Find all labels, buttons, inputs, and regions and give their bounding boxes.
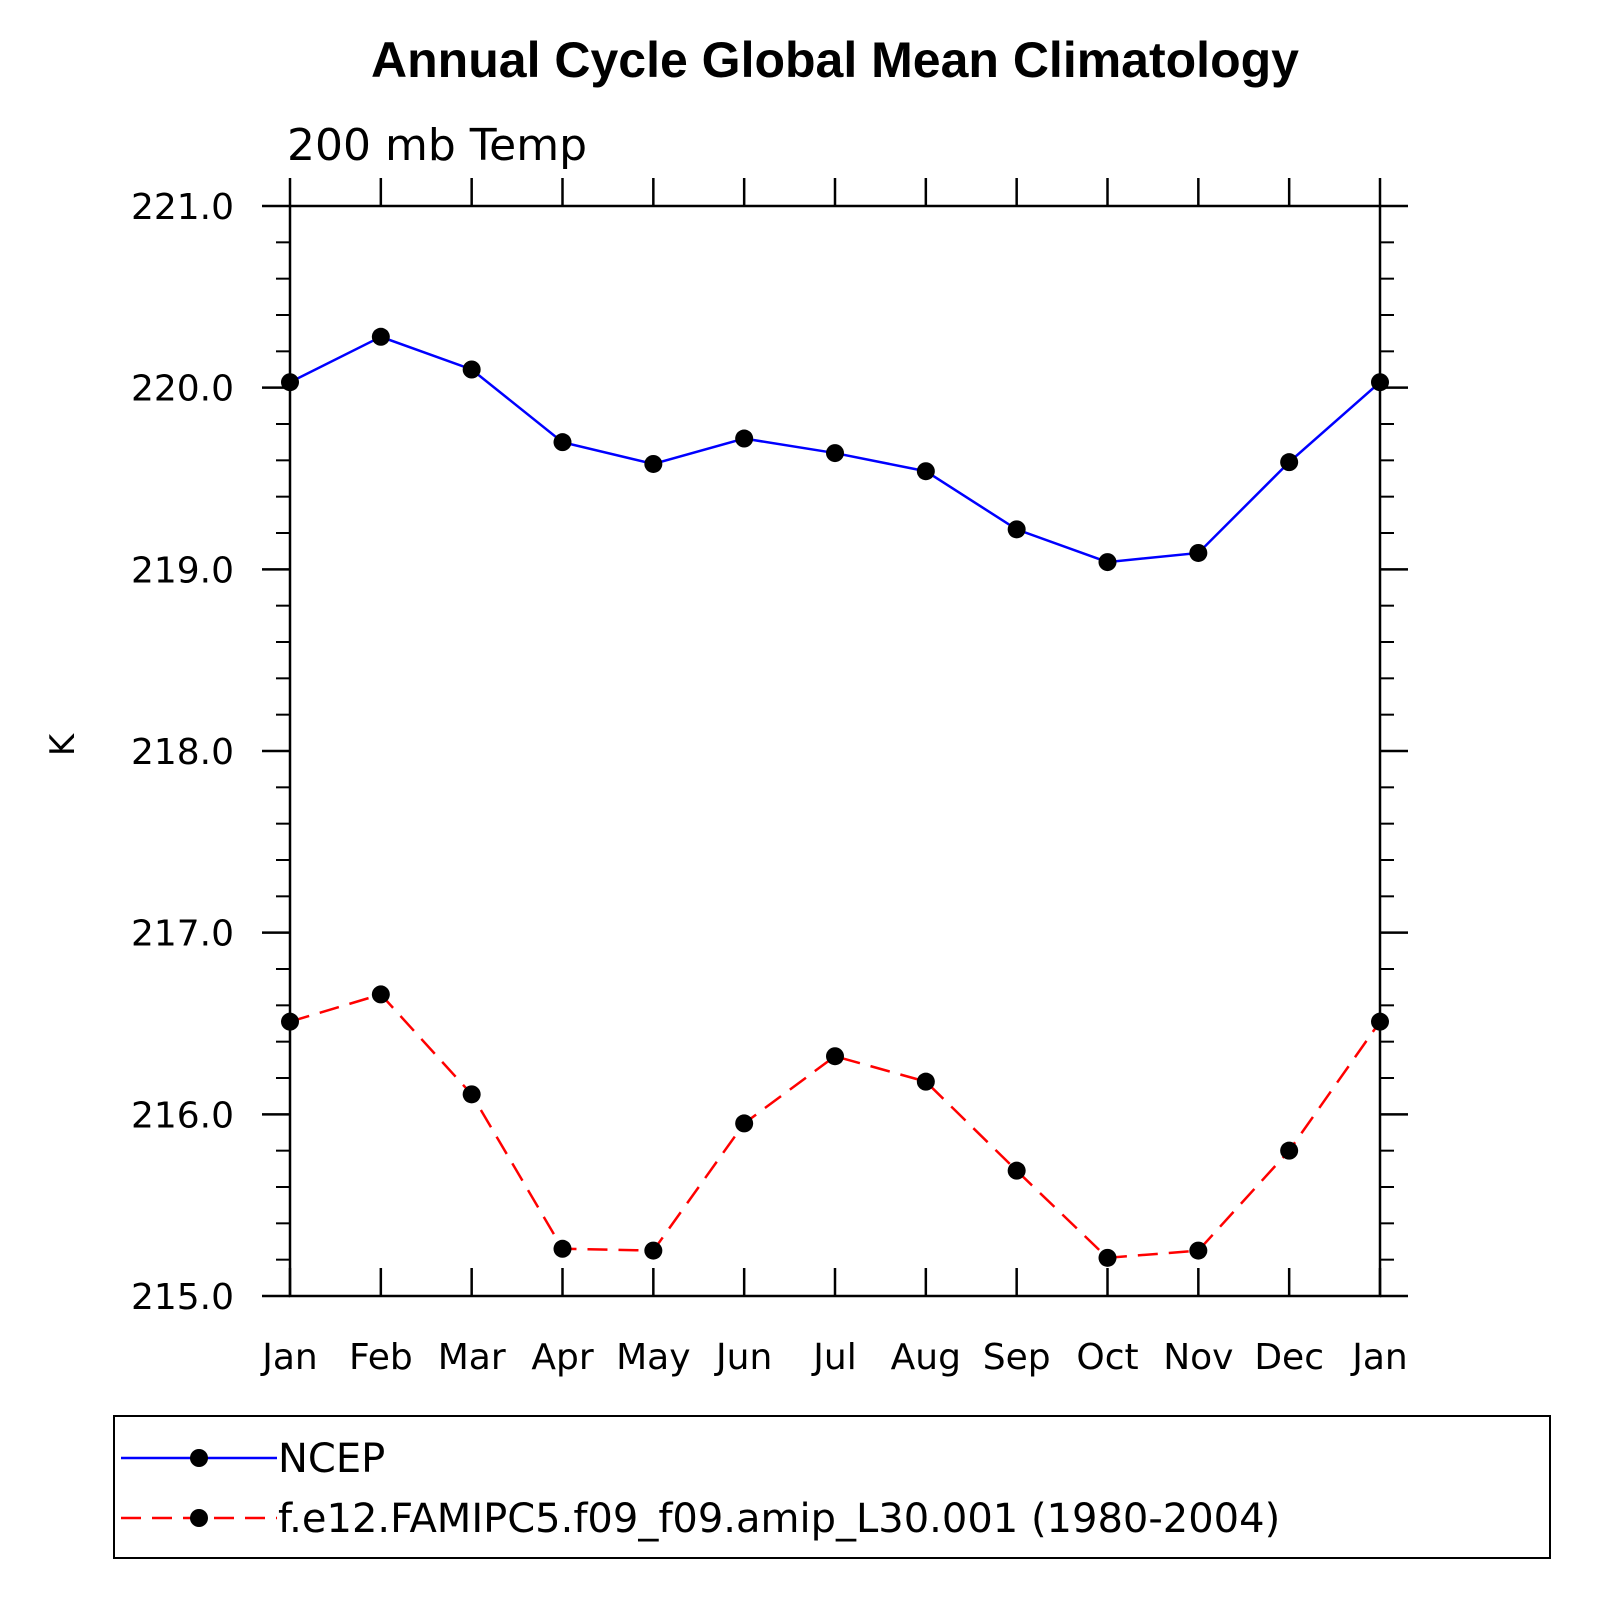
x-tick-label: Aug: [891, 1337, 961, 1378]
x-tick-label: Nov: [1163, 1337, 1233, 1378]
data-point: [1280, 453, 1299, 472]
data-point: [735, 429, 754, 448]
legend-marker-ncep: [190, 1449, 208, 1467]
y-tick-label: 220.0: [131, 369, 234, 410]
x-tick-label: Jun: [714, 1337, 772, 1378]
legend-marker-model: [190, 1509, 208, 1527]
x-tick-label: Apr: [531, 1337, 593, 1378]
data-point: [826, 1047, 844, 1066]
data-point: [371, 985, 390, 1004]
chart-title: Annual Cycle Global Mean Climatology: [371, 32, 1299, 88]
plot-frame: [288, 204, 1382, 1298]
series-line: [289, 993, 1382, 1260]
y-tick-label: 215.0: [131, 1277, 234, 1318]
x-tick-label: Jul: [811, 1337, 856, 1378]
legend-label-model: f.e12.FAMIPC5.f09_f09.amip_L30.001 (1980…: [278, 1496, 1280, 1542]
y-tick-label: 219.0: [131, 550, 234, 591]
data-point: [644, 1241, 663, 1260]
x-tick-label: Feb: [349, 1337, 413, 1378]
data-point: [462, 1085, 481, 1104]
data-point: [371, 327, 390, 346]
x-tick-label: Jan: [1350, 1337, 1408, 1378]
chart-subtitle: 200 mb Temp: [287, 120, 587, 171]
data-point: [1280, 1141, 1299, 1160]
y-tick-label: 221.0: [131, 187, 234, 228]
plot-area: Jan Feb Mar Apr May Jun Jul Aug Sep Oct Nov Dec Jan 2…: [131, 178, 1408, 1378]
x-tick-label: Dec: [1254, 1337, 1324, 1378]
x-tick-label: Mar: [438, 1337, 506, 1378]
y-tick-label: 216.0: [131, 1095, 234, 1136]
data-point: [916, 462, 935, 481]
data-point: [1189, 1241, 1208, 1260]
data-point: [281, 1012, 299, 1031]
y-axis-label: K: [43, 732, 83, 756]
legend-box: [113, 1415, 1551, 1559]
data-point: [462, 360, 481, 379]
data-point: [281, 373, 299, 392]
data-point: [553, 1239, 572, 1258]
series-layer: [281, 327, 1389, 1267]
x-tick-label: Sep: [983, 1337, 1051, 1378]
legend: NCEP f.e12.FAMIPC5.f09_f09.amip_L30.001 …: [113, 1415, 1551, 1559]
data-point: [1371, 1012, 1389, 1031]
data-point: [1098, 1248, 1117, 1267]
data-point: [1098, 553, 1117, 572]
data-point: [644, 454, 663, 473]
data-point: [1007, 1161, 1026, 1180]
x-tick-label: May: [616, 1337, 690, 1378]
data-point: [1371, 373, 1389, 392]
x-tick-label: Oct: [1076, 1337, 1138, 1378]
data-point: [553, 433, 572, 452]
data-point: [1007, 520, 1026, 539]
data-point: [826, 444, 844, 463]
series-0: [281, 327, 1389, 572]
data-point: [916, 1072, 935, 1091]
y-tick-label: 217.0: [131, 914, 234, 955]
legend-label-ncep: NCEP: [278, 1436, 385, 1482]
y-tick-label: 218.0: [131, 732, 234, 773]
x-tick-label: Jan: [260, 1337, 318, 1378]
data-point: [1189, 543, 1208, 562]
data-point: [735, 1114, 754, 1133]
series-1: [281, 985, 1389, 1267]
